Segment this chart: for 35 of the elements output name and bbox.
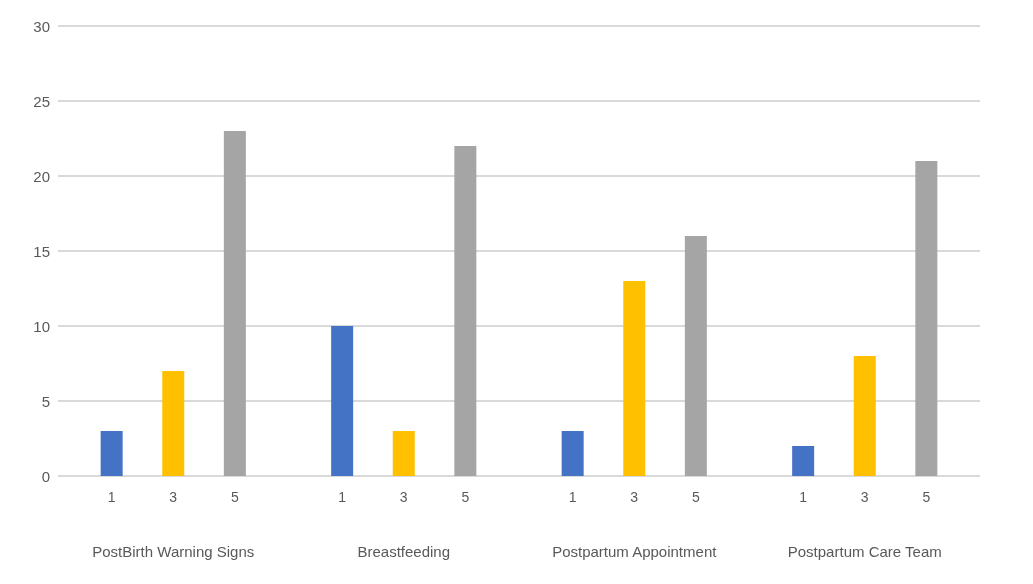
text: 3	[630, 489, 639, 505]
y-tick-label: 5	[41, 392, 50, 410]
text: 1	[799, 489, 808, 505]
bar	[392, 431, 415, 476]
bar	[792, 446, 815, 476]
x-tick-label: Postpartum Care Team	[787, 542, 942, 560]
bar	[100, 431, 123, 476]
series-label: 5	[230, 489, 239, 505]
x-tick-label: PostBirth Warning Signs	[92, 542, 255, 560]
text: 5	[922, 489, 931, 505]
y-tick-label: 0	[41, 467, 50, 485]
bar	[623, 281, 646, 476]
y-tick-label: 10	[33, 317, 50, 335]
series-label: 3	[169, 489, 178, 505]
series-label: 1	[107, 489, 116, 505]
y-tick-label: 20	[33, 167, 50, 185]
bar	[853, 356, 876, 476]
text: 1	[338, 489, 347, 505]
bar	[915, 161, 938, 476]
bar	[561, 431, 584, 476]
bar	[223, 131, 246, 476]
y-tick-label: 30	[33, 17, 50, 35]
y-tick-label: 25	[33, 92, 50, 110]
text: 5	[461, 489, 470, 505]
text: 3	[860, 489, 869, 505]
x-tick-label: Breastfeeding	[357, 542, 451, 560]
text: 5	[691, 489, 700, 505]
bar	[162, 371, 185, 476]
text: 1	[568, 489, 577, 505]
x-tick-label: Postpartum Appointment	[552, 542, 718, 560]
y-tick-label: 15	[33, 242, 50, 260]
text: 3	[399, 489, 408, 505]
bar	[454, 146, 477, 476]
bar	[684, 236, 707, 476]
bar	[331, 326, 354, 476]
